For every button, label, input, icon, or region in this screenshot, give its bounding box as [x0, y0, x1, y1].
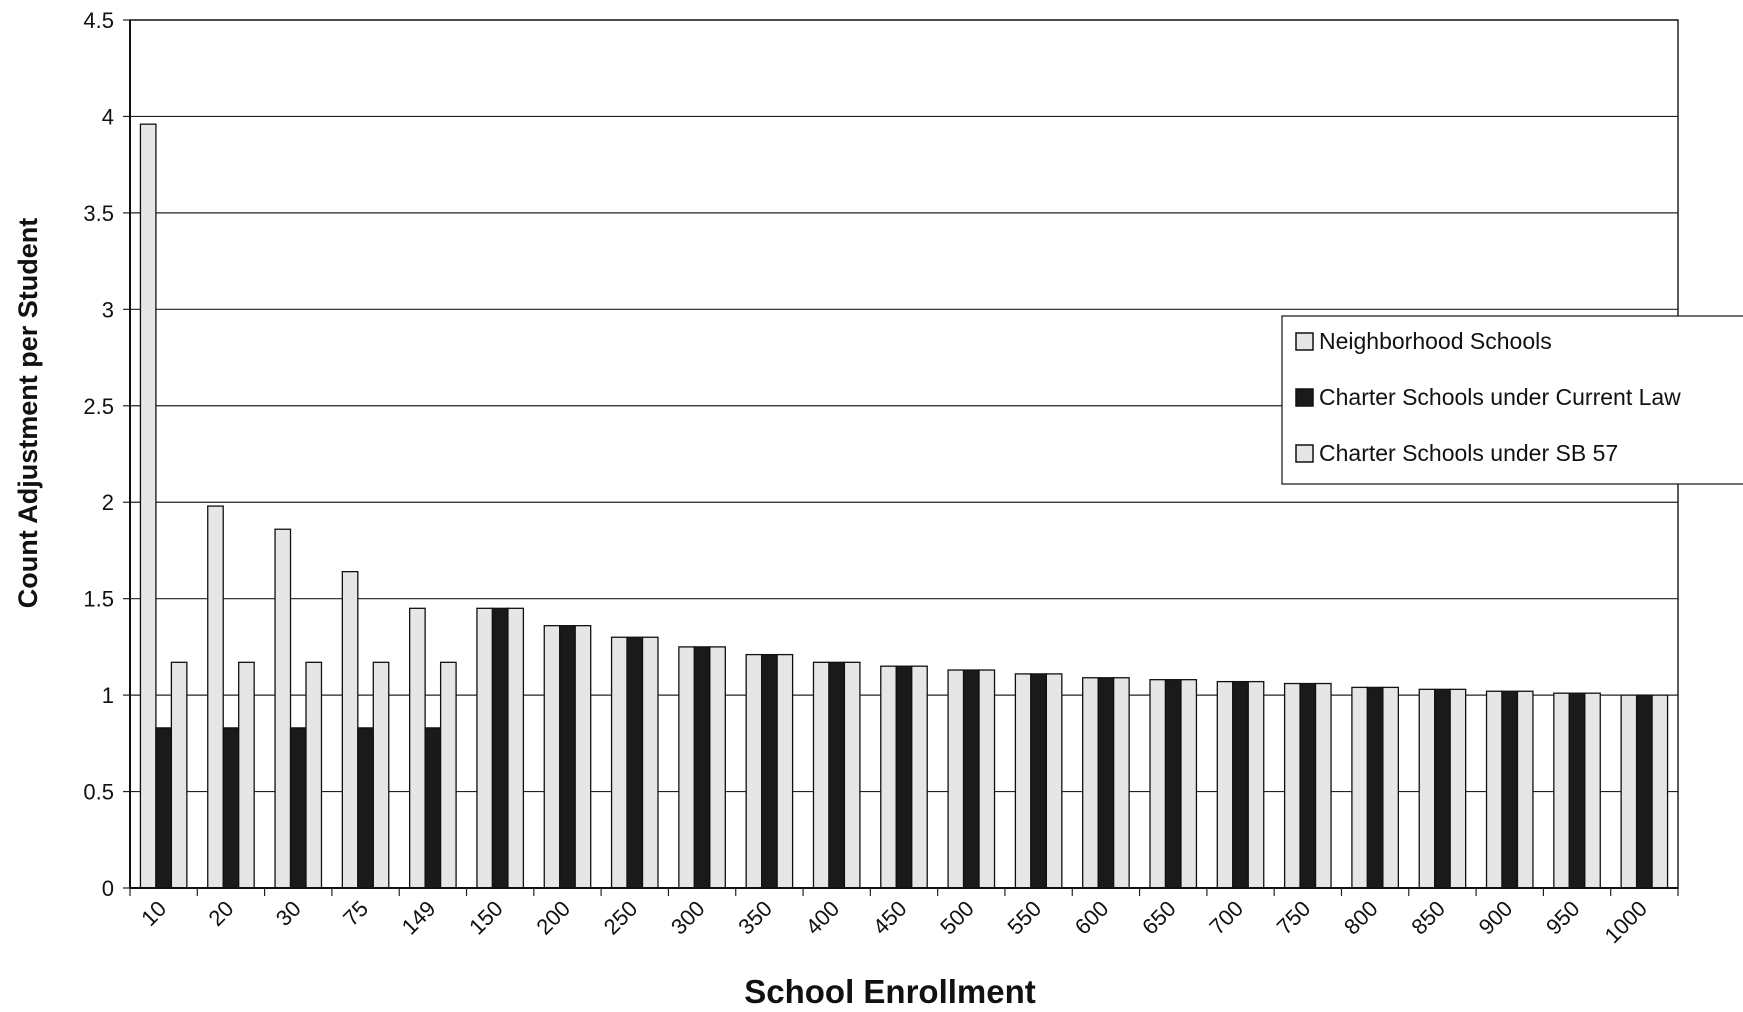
- bar: [207, 505, 224, 889]
- bar: [559, 625, 576, 889]
- bar: [476, 607, 494, 889]
- y-tick-label: 3: [102, 297, 114, 322]
- bar: [305, 661, 323, 889]
- bar: [1434, 688, 1451, 889]
- bar: [1149, 679, 1167, 889]
- bar: [828, 661, 846, 889]
- bar: [1620, 694, 1638, 889]
- bar: [1584, 692, 1601, 889]
- bar: [1568, 692, 1586, 889]
- y-tick-label: 2.5: [83, 394, 114, 419]
- bar: [424, 727, 442, 889]
- bar: [626, 636, 644, 889]
- bar: [155, 727, 173, 889]
- bar: [507, 607, 525, 889]
- bar: [1232, 680, 1249, 889]
- bar: [1651, 694, 1669, 889]
- bar: [776, 653, 794, 889]
- bar: [962, 669, 980, 889]
- bar: [289, 727, 307, 889]
- bar: [1180, 679, 1198, 889]
- bar: [574, 625, 592, 889]
- bar: [693, 646, 711, 889]
- legend-swatch: [1295, 332, 1314, 351]
- bar: [678, 646, 695, 889]
- bar: [408, 607, 426, 889]
- y-tick-label: 0.5: [83, 780, 114, 805]
- bar: [1635, 694, 1653, 889]
- bar: [843, 661, 861, 889]
- legend: Neighborhood Schools Charter Schools unde…: [1281, 315, 1743, 485]
- bar: [1382, 686, 1400, 889]
- bar: [1164, 679, 1182, 889]
- bar: [911, 665, 928, 889]
- bar: [1247, 680, 1265, 889]
- bar: [1485, 690, 1503, 889]
- y-axis-title: Count Adjustment per Student: [13, 218, 43, 608]
- x-axis-title: School Enrollment: [744, 973, 1036, 1010]
- y-tick-label: 1: [102, 683, 114, 708]
- bar: [222, 727, 240, 889]
- bar: [1314, 682, 1332, 889]
- bar: [1351, 686, 1369, 889]
- axes: [129, 19, 1679, 896]
- bar: [709, 646, 726, 889]
- legend-swatch: [1295, 388, 1314, 407]
- bar: [1283, 682, 1301, 889]
- y-tick-label: 4.5: [83, 8, 114, 33]
- y-tick-label: 1.5: [83, 587, 114, 612]
- bar: [745, 653, 763, 889]
- bar: [341, 571, 359, 889]
- legend-box: [1281, 315, 1743, 485]
- bar: [1045, 673, 1063, 889]
- legend-swatch: [1295, 444, 1314, 463]
- bar: [1113, 677, 1130, 889]
- bar: [880, 665, 897, 889]
- bar: [491, 607, 509, 889]
- bar: [812, 661, 830, 889]
- legend-label: Neighborhood Schools: [1319, 328, 1552, 354]
- bar: [610, 636, 628, 889]
- y-tick-label: 2: [102, 490, 114, 515]
- legend-label: Charter Schools under Current Law: [1319, 384, 1681, 410]
- bar: [439, 661, 457, 889]
- bar: [170, 661, 188, 889]
- legend-label: Charter Schools under SB 57: [1319, 440, 1618, 466]
- bar: [1449, 688, 1467, 889]
- bar: [1553, 692, 1570, 889]
- bar: [274, 528, 292, 889]
- bar: [895, 665, 913, 889]
- bar: [372, 661, 390, 889]
- bar: [1030, 673, 1047, 889]
- bar: [641, 636, 659, 889]
- y-tick-labels: 0 0.5 1 1.5 2 2.5 3 3.5 4 4.5: [83, 8, 114, 901]
- bar: [1366, 686, 1384, 889]
- y-tick-label: 0: [102, 876, 114, 901]
- bar: [238, 661, 255, 889]
- bar: [761, 653, 778, 889]
- bar: [543, 625, 561, 889]
- bar: [139, 123, 157, 889]
- bar: [1501, 690, 1519, 889]
- bar: [1418, 688, 1436, 889]
- y-tick-label: 3.5: [83, 201, 114, 226]
- bar: [947, 669, 965, 889]
- bar: [1082, 677, 1099, 889]
- bar: [357, 727, 374, 889]
- bar: [1299, 682, 1317, 889]
- bar: [1014, 673, 1032, 889]
- bar: [978, 669, 996, 889]
- bar: [1216, 680, 1234, 889]
- bar: [1516, 690, 1534, 889]
- y-tick-label: 4: [102, 104, 114, 129]
- bar: [1097, 677, 1115, 889]
